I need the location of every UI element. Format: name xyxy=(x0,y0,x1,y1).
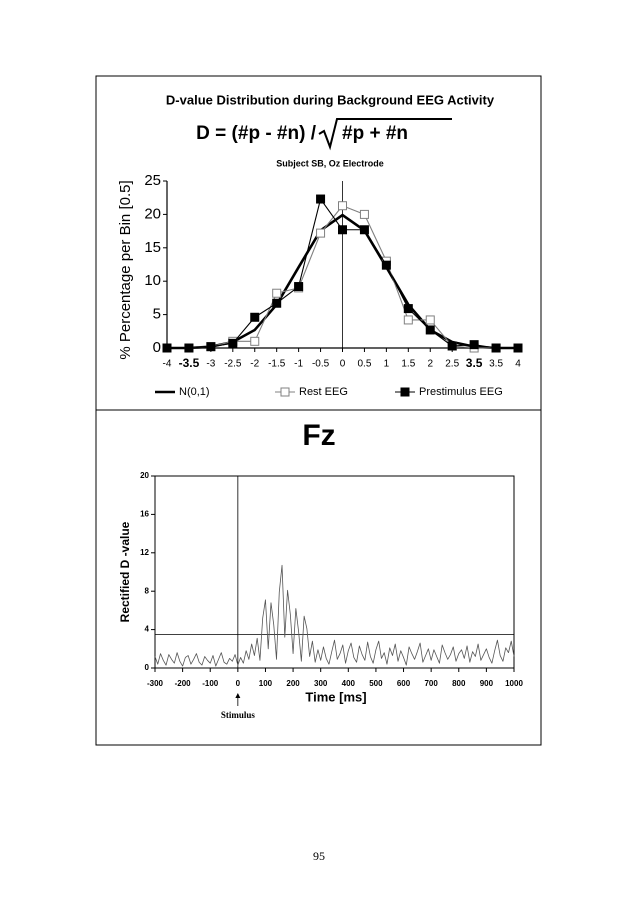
y-tick-label: 10 xyxy=(144,272,161,289)
data-point xyxy=(250,336,260,346)
annotation: Stimulus xyxy=(221,710,256,720)
y-tick-label: 15 xyxy=(144,239,161,256)
data-point xyxy=(184,343,194,353)
series-line xyxy=(154,564,515,667)
chart-title: Fz xyxy=(302,419,335,452)
data-point xyxy=(469,340,479,350)
y-axis-label: Rectified D -value xyxy=(118,521,132,622)
data-point xyxy=(359,209,369,219)
chart-title: D-value Distribution during Background E… xyxy=(166,92,495,107)
x-tick-label: -1 xyxy=(294,359,303,370)
x-tick-label: -0.5 xyxy=(312,359,330,370)
x-tick-label: -200 xyxy=(175,679,192,688)
x-tick-label: 1.5 xyxy=(401,359,415,370)
x-tick-label: 900 xyxy=(480,679,494,688)
legend-label: Rest EEG xyxy=(299,386,348,398)
x-tick-label: 1 xyxy=(384,359,390,370)
data-point xyxy=(272,298,282,308)
x-tick-label: 2 xyxy=(427,359,433,370)
chart-subtitle: Subject SB, Oz Electrode xyxy=(276,158,384,168)
x-tick-label: 0.5 xyxy=(357,359,371,370)
data-point xyxy=(316,228,326,238)
data-point xyxy=(425,325,435,335)
y-tick-label: 8 xyxy=(145,586,150,595)
y-tick-label: 25 xyxy=(144,172,161,189)
y-tick-label: 0 xyxy=(153,339,161,356)
x-axis-label: Time [ms] xyxy=(305,689,366,704)
x-tick-label: -3.5 xyxy=(179,356,200,370)
x-tick-label: 800 xyxy=(452,679,466,688)
data-point xyxy=(206,342,216,352)
data-point xyxy=(359,225,369,235)
x-tick-label: -2 xyxy=(250,359,259,370)
radical-sign xyxy=(318,118,452,151)
annotation-arrowhead xyxy=(235,693,241,698)
legend-marker xyxy=(400,387,410,397)
legend-marker xyxy=(280,387,290,397)
data-point xyxy=(162,343,172,353)
data-point xyxy=(491,343,501,353)
y-tick-label: 12 xyxy=(140,548,149,557)
data-point xyxy=(425,315,435,325)
data-point xyxy=(250,312,260,322)
x-tick-label: 4 xyxy=(515,359,521,370)
y-axis-label: % Percentage per Bin [0.5] xyxy=(117,180,134,359)
formula-radicand: #p + #n xyxy=(342,123,408,144)
x-tick-label: 0 xyxy=(340,359,346,370)
x-tick-label: 100 xyxy=(259,679,273,688)
data-point xyxy=(381,260,391,270)
x-tick-label: 400 xyxy=(342,679,356,688)
x-tick-label: -3 xyxy=(206,359,215,370)
x-tick-label: -4 xyxy=(163,359,172,370)
y-tick-label: 20 xyxy=(144,205,161,222)
x-tick-label: 0 xyxy=(236,679,241,688)
page-number: 95 xyxy=(313,849,325,863)
x-tick-label: -1.5 xyxy=(268,359,286,370)
y-tick-label: 16 xyxy=(140,510,149,519)
x-tick-label: 300 xyxy=(314,679,328,688)
data-point xyxy=(513,343,523,353)
x-tick-label: 3.5 xyxy=(489,359,503,370)
x-tick-label: -2.5 xyxy=(224,359,242,370)
data-point xyxy=(338,225,347,235)
x-tick-label: 600 xyxy=(397,679,411,688)
x-tick-label: 1000 xyxy=(505,679,523,688)
data-point xyxy=(403,315,413,325)
x-tick-label: 3.5 xyxy=(466,356,483,370)
x-tick-label: 700 xyxy=(424,679,438,688)
formula-left: D = (#p - #n) / xyxy=(196,123,317,144)
data-point xyxy=(294,282,304,292)
data-point xyxy=(228,338,238,348)
data-point xyxy=(403,304,413,314)
y-tick-label: 4 xyxy=(145,625,150,634)
x-tick-label: 500 xyxy=(369,679,383,688)
legend-label: Prestimulus EEG xyxy=(419,386,503,398)
data-point xyxy=(272,288,282,298)
x-tick-label: -100 xyxy=(202,679,219,688)
x-tick-label: 200 xyxy=(286,679,300,688)
x-tick-label: 2.5 xyxy=(445,359,459,370)
legend-label: N(0,1) xyxy=(179,386,210,398)
plot-frame xyxy=(154,475,515,669)
y-tick-label: 5 xyxy=(153,306,161,323)
data-point xyxy=(447,341,457,351)
data-point xyxy=(338,201,347,211)
y-tick-label: 20 xyxy=(140,471,149,480)
x-tick-label: -300 xyxy=(147,679,164,688)
data-point xyxy=(316,194,326,204)
y-tick-label: 0 xyxy=(145,663,150,672)
